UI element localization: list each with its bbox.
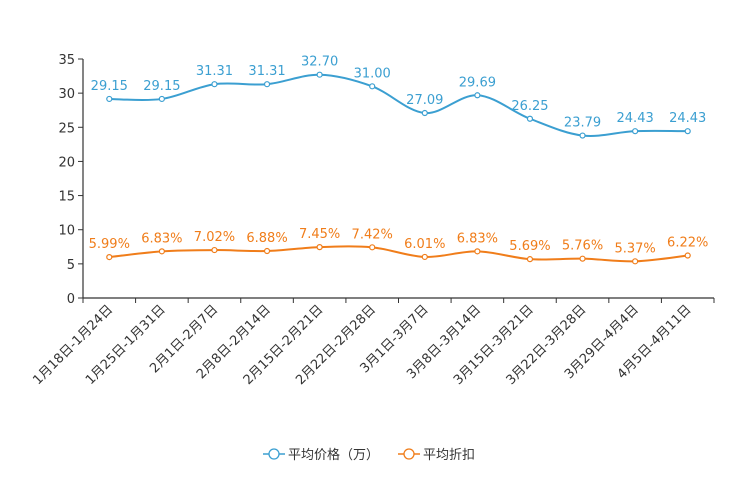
data-label: 5.76% (562, 239, 603, 254)
data-label: 29.15 (91, 79, 128, 94)
y-tick-label: 30 (58, 87, 75, 102)
data-label: 32.70 (301, 55, 338, 70)
y-tick-label: 25 (58, 121, 75, 136)
data-point (316, 244, 323, 251)
data-point (632, 128, 639, 135)
series-line (109, 245, 688, 263)
series-layer: 29.15 29.15 31.31 31.31 32.70 31.00 27.09 29.69… (89, 55, 708, 265)
legend-circle-icon (268, 448, 280, 460)
data-point (684, 252, 691, 259)
data-point (632, 258, 639, 265)
data-label: 31.31 (248, 64, 285, 79)
data-label: 29.15 (143, 79, 180, 94)
data-label: 31.00 (354, 66, 391, 81)
data-label: 6.83% (141, 231, 182, 246)
data-label: 7.42% (352, 227, 393, 242)
legend-label: 平均折扣 (423, 448, 475, 463)
data-label: 31.31 (196, 64, 233, 79)
y-tick-label: 5 (67, 258, 75, 273)
data-label: 23.79 (564, 116, 601, 131)
data-label: 6.88% (246, 231, 287, 246)
data-label: 6.01% (404, 237, 445, 252)
data-point (684, 128, 691, 135)
data-label: 6.22% (667, 236, 708, 251)
data-label: 7.45% (299, 227, 340, 242)
data-label: 5.69% (509, 239, 550, 254)
data-point (211, 81, 218, 88)
data-label: 7.02% (194, 230, 235, 245)
data-point (474, 92, 481, 99)
y-tick-label: 10 (58, 224, 75, 239)
x-axis: 1月18日-1月24日1月25日-1月31日2月1日-2月7日2月8日-2月14… (30, 297, 715, 388)
y-tick-label: 0 (67, 292, 75, 307)
data-point (158, 95, 165, 103)
legend: 平均价格（万） 平均折扣 (263, 447, 475, 463)
data-point (106, 95, 113, 103)
y-axis: 0 5 10 15 20 25 30 35 (58, 53, 84, 307)
y-tick-label: 15 (58, 190, 75, 205)
data-point (526, 256, 534, 263)
data-label: 6.83% (457, 231, 498, 246)
data-label: 27.09 (406, 93, 443, 108)
data-label: 5.99% (89, 237, 130, 252)
data-point (421, 109, 428, 117)
y-tick-label: 20 (58, 155, 75, 170)
series-2: 5.99% 6.83% 7.02% 6.88% 7.45% 7.42% 6.01% 6.83%… (89, 227, 708, 265)
series-1: 29.15 29.15 31.31 31.31 32.70 31.00 27.09 29.69… (91, 55, 706, 139)
data-label: 5.37% (614, 241, 655, 256)
legend-item-2[interactable]: 平均折扣 (398, 448, 475, 463)
series-line (109, 73, 688, 137)
data-point (211, 246, 218, 254)
data-label: 26.25 (511, 99, 548, 114)
data-point (579, 132, 586, 139)
legend-label: 平均价格（万） (288, 447, 379, 463)
data-label: 24.43 (669, 111, 706, 126)
legend-item-1[interactable]: 平均价格（万） (263, 447, 379, 463)
legend-circle-icon (403, 448, 415, 460)
data-point (369, 83, 376, 90)
data-point (421, 253, 428, 261)
data-label: 24.43 (617, 111, 654, 126)
data-point (263, 81, 271, 88)
data-point (158, 248, 165, 255)
data-point (316, 71, 323, 78)
data-point (526, 115, 534, 122)
data-point (369, 244, 376, 251)
y-tick-label: 35 (58, 53, 75, 68)
data-point (106, 253, 113, 261)
data-point (474, 248, 481, 255)
data-point (263, 247, 271, 255)
data-point (579, 255, 586, 262)
data-label: 29.69 (459, 75, 496, 90)
